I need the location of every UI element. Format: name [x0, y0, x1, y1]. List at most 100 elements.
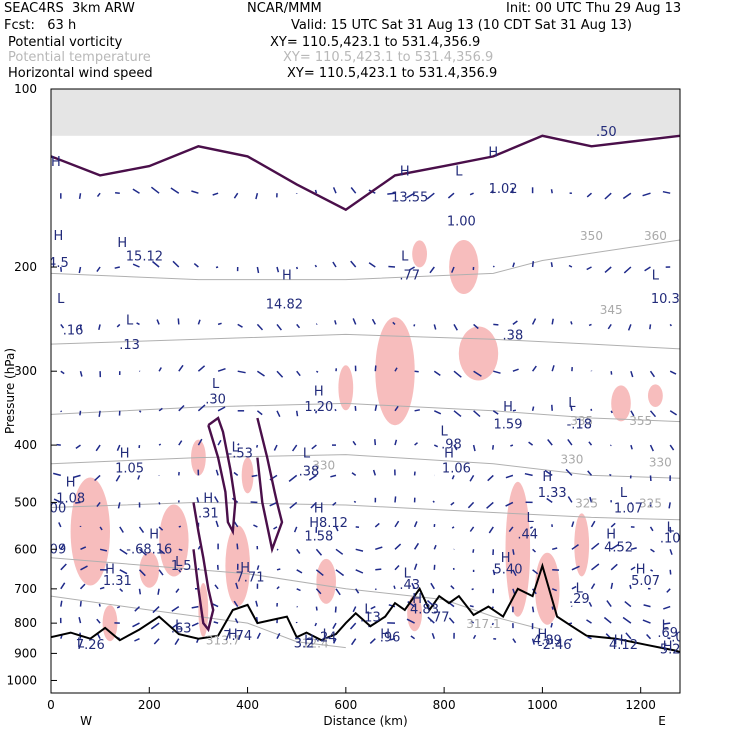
- wind-vector: [115, 475, 121, 482]
- wind-vector: [630, 547, 637, 551]
- hl-label: .77: [429, 611, 450, 626]
- wind-vector: [233, 471, 239, 476]
- hl-label: 4.52: [604, 540, 633, 555]
- hl-label: 4.83: [410, 602, 439, 617]
- hl-label: 1.33: [538, 486, 567, 501]
- wind-vector: [117, 502, 121, 509]
- wind-vector: [178, 569, 182, 573]
- wind-vector: [116, 323, 121, 328]
- pv-fill-blob: [611, 385, 631, 422]
- wind-vector: [60, 543, 65, 550]
- wind-vector: [335, 548, 344, 555]
- wind-vector: [372, 469, 377, 476]
- x-tick-label: 1200: [625, 698, 656, 712]
- wind-vector: [570, 405, 573, 411]
- hl-label: 1.05: [115, 462, 144, 477]
- isentrope-label: 313.7: [206, 634, 240, 648]
- wind-vector: [99, 526, 103, 531]
- wind-vector: [524, 472, 533, 477]
- hl-label: H: [228, 628, 238, 643]
- wind-vector: [586, 266, 592, 271]
- wind-vector: [467, 501, 475, 509]
- pv-fill-blob: [412, 240, 427, 268]
- hl-label: .43: [399, 578, 420, 593]
- wind-vector: [669, 569, 672, 575]
- wind-vector: [152, 606, 160, 614]
- wind-vector: [508, 526, 514, 533]
- wind-vector: [237, 370, 246, 374]
- field-label-potential-vorticity: Potential vorticity: [8, 35, 123, 50]
- x-axis-label: Distance (km): [323, 714, 407, 728]
- wind-vector: [158, 502, 161, 505]
- wind-vector: [493, 323, 499, 326]
- wind-vector: [622, 616, 632, 624]
- wind-vector: [551, 318, 554, 325]
- wind-vector-layer: [53, 186, 678, 646]
- wind-vector: [197, 404, 206, 412]
- wind-vector: [643, 604, 651, 608]
- pv-fill-blob: [139, 551, 160, 588]
- stratosphere-shading: [51, 89, 680, 136]
- wind-vector: [414, 409, 420, 412]
- wind-vector: [78, 617, 82, 624]
- wind-vector: [512, 368, 519, 372]
- field-xy-potential-temperature: XY= 110.5,423.1 to 531.4,356.9: [283, 50, 494, 65]
- hl-label: .50: [596, 125, 617, 140]
- wind-vector: [156, 319, 160, 325]
- wind-vector: [669, 410, 678, 416]
- wind-vector: [79, 371, 83, 377]
- wind-vector: [512, 549, 515, 555]
- wind-vector: [644, 266, 651, 272]
- hl-label: L: [232, 440, 240, 455]
- wind-vector: [469, 192, 474, 196]
- wind-vector: [138, 410, 142, 413]
- y-tick-label: 200: [14, 260, 37, 274]
- wind-vector: [531, 406, 535, 411]
- wind-vector: [406, 618, 415, 624]
- wind-vector: [394, 496, 397, 503]
- wind-vector: [153, 638, 160, 645]
- wind-vector: [493, 370, 501, 374]
- wind-vector: [453, 370, 462, 378]
- hl-label: H: [488, 145, 498, 160]
- wind-vector: [565, 468, 573, 476]
- hl-label: H: [105, 563, 115, 578]
- hl-label: H: [304, 634, 314, 649]
- wind-vector: [551, 606, 554, 610]
- pv-fill-layer: [51, 89, 680, 642]
- wind-vector: [79, 324, 82, 331]
- wind-vector: [453, 410, 462, 417]
- hl-label: 7.71: [236, 570, 265, 585]
- wind-vector: [191, 190, 199, 194]
- wind-vector: [531, 365, 537, 372]
- wind-vector: [394, 405, 399, 412]
- wind-vector: [394, 543, 402, 550]
- wind-vector: [450, 501, 455, 506]
- wind-vector: [212, 603, 219, 608]
- wind-vector: [368, 262, 376, 268]
- wind-vector: [335, 588, 341, 596]
- hl-label: L: [576, 582, 584, 597]
- wind-vector: [662, 190, 671, 194]
- wind-vector: [60, 370, 65, 375]
- wind-vector: [256, 323, 264, 331]
- field-xy-potential-vorticity: XY= 110.5,423.1 to 531.4,356.9: [270, 35, 481, 50]
- wind-vector: [433, 444, 439, 448]
- hl-label: H: [503, 400, 513, 415]
- isentrope-label: 325: [639, 497, 662, 511]
- hl-label-layer: 350 360 345 335 355 330 330 330 325 325 317.1 313.7…: [51, 125, 680, 658]
- wind-vector: [374, 365, 377, 372]
- wind-vector: [669, 444, 675, 451]
- hl-label: H: [314, 385, 324, 400]
- org-label: NCAR/MMM: [247, 1, 322, 16]
- wind-vector: [649, 370, 656, 378]
- hl-label: L: [126, 313, 134, 328]
- wind-vector: [649, 444, 654, 452]
- init-time: Init: 00 UTC Thu 29 Aug 13: [506, 1, 682, 16]
- wind-vector: [95, 444, 101, 452]
- wind-vector: [590, 583, 596, 590]
- wind-vector: [256, 410, 263, 416]
- wind-vector: [531, 638, 535, 645]
- wind-vector: [315, 323, 318, 326]
